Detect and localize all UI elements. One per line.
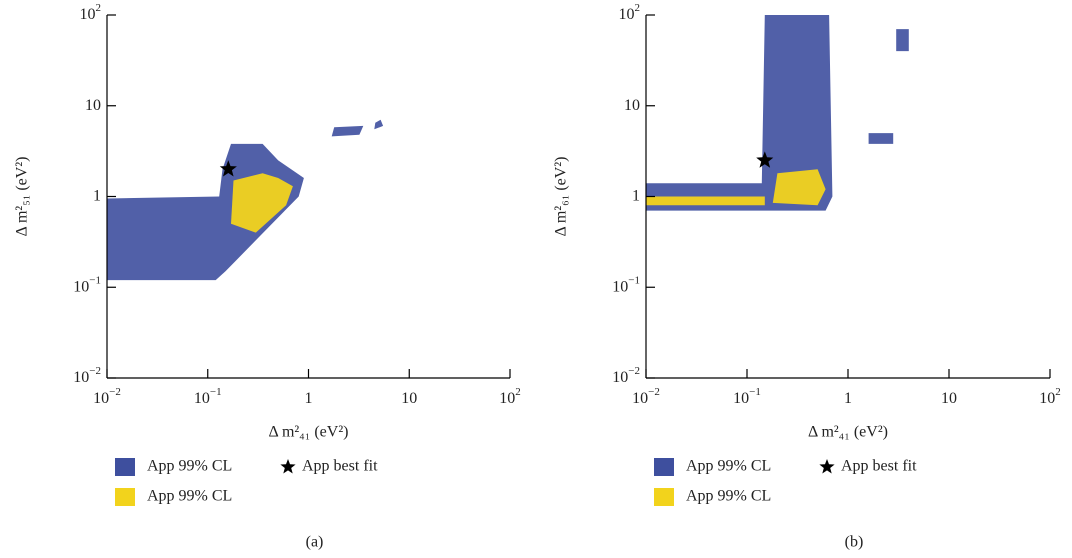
tick-label: 102 xyxy=(80,2,102,23)
tick-label: 1 xyxy=(305,390,313,407)
x-axis-label: Δ m²₄₁ (eV²) xyxy=(269,424,349,441)
tick-exponent: −2 xyxy=(89,365,101,377)
tick-label: 102 xyxy=(619,2,641,23)
tick-base: 10 xyxy=(941,390,957,407)
legend-marker xyxy=(819,459,835,474)
tick-base: 1 xyxy=(93,187,101,204)
tick-exponent: 2 xyxy=(515,386,521,398)
legend-label: App 99% CL xyxy=(686,488,771,505)
best-fit-marker xyxy=(219,160,237,177)
tick-base: 10 xyxy=(499,390,515,407)
tick-base: 10 xyxy=(194,390,210,407)
tick-label: 102 xyxy=(499,386,521,407)
tick-exponent: −1 xyxy=(628,274,640,286)
confidence-region xyxy=(646,15,909,211)
tick-base: 10 xyxy=(85,96,101,113)
tick-base: 10 xyxy=(733,390,749,407)
tick-label: 10−2 xyxy=(73,365,101,386)
x-axis-label: Δ m²₄₁ (eV²) xyxy=(808,424,888,441)
tick-base: 10 xyxy=(80,6,96,23)
tick-base: 1 xyxy=(632,187,640,204)
tick-exponent: 2 xyxy=(635,2,641,14)
confidence-region xyxy=(646,169,826,206)
tick-label: 10 xyxy=(401,390,417,407)
tick-label: 1 xyxy=(844,390,852,407)
tick-base: 10 xyxy=(1039,390,1055,407)
panel-caption: (b) xyxy=(845,534,864,551)
tick-exponent: 2 xyxy=(1055,386,1061,398)
legend-swatch xyxy=(115,488,135,506)
tick-label: 10 xyxy=(941,390,957,407)
tick-base: 10 xyxy=(401,390,417,407)
tick-base: 10 xyxy=(73,369,89,386)
y-axis-label: Δ m²₅₁ (eV²) xyxy=(14,157,31,237)
tick-base: 10 xyxy=(619,6,635,23)
legend-label: App 99% CL xyxy=(147,488,232,505)
tick-label: 10−2 xyxy=(632,386,660,407)
tick-exponent: −1 xyxy=(210,386,222,398)
tick-exponent: −2 xyxy=(628,365,640,377)
best-fit-marker xyxy=(756,151,774,168)
tick-label: 102 xyxy=(1039,386,1061,407)
tick-base: 1 xyxy=(844,390,852,407)
tick-exponent: −1 xyxy=(749,386,761,398)
tick-base: 10 xyxy=(73,278,89,295)
tick-base: 10 xyxy=(612,278,628,295)
tick-base: 10 xyxy=(624,96,640,113)
confidence-region xyxy=(231,173,293,233)
tick-label: 1 xyxy=(632,187,640,204)
legend-label: App best fit xyxy=(841,458,917,475)
legend-label: App 99% CL xyxy=(147,458,232,475)
tick-label: 10−2 xyxy=(93,386,121,407)
legend-label: App best fit xyxy=(302,458,378,475)
legend-swatch xyxy=(654,488,674,506)
tick-label: 1 xyxy=(93,187,101,204)
tick-base: 10 xyxy=(93,390,109,407)
legend-marker xyxy=(280,459,296,474)
tick-exponent: 2 xyxy=(96,2,102,14)
tick-exponent: −2 xyxy=(109,386,121,398)
legend-swatch xyxy=(115,458,135,476)
tick-label: 10−1 xyxy=(73,274,101,295)
tick-label: 10−1 xyxy=(733,386,761,407)
tick-label: 10 xyxy=(85,96,101,113)
legend-label: App 99% CL xyxy=(686,458,771,475)
tick-label: 10−2 xyxy=(612,365,640,386)
legend-swatch xyxy=(654,458,674,476)
y-axis-label: Δ m²₆₁ (eV²) xyxy=(553,157,570,237)
tick-label: 10−1 xyxy=(194,386,222,407)
tick-base: 10 xyxy=(612,369,628,386)
tick-label: 10 xyxy=(624,96,640,113)
tick-exponent: −1 xyxy=(89,274,101,286)
tick-label: 10−1 xyxy=(612,274,640,295)
tick-base: 10 xyxy=(632,390,648,407)
panel-caption: (a) xyxy=(306,534,324,551)
tick-base: 1 xyxy=(305,390,313,407)
tick-exponent: −2 xyxy=(648,386,660,398)
